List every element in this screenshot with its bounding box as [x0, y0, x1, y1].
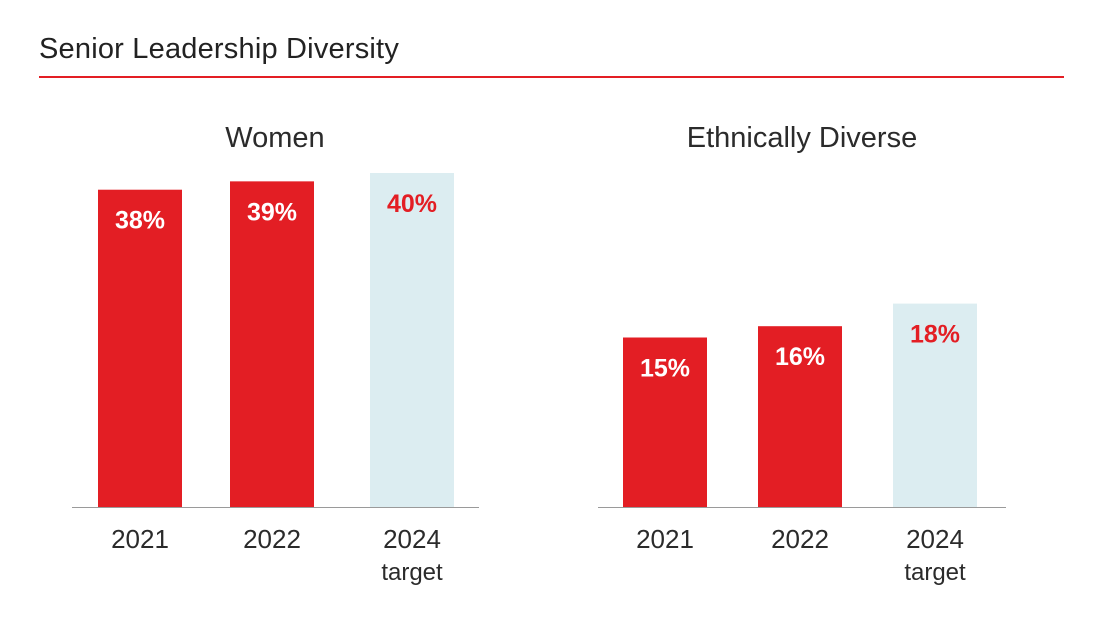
target-bar [370, 173, 454, 507]
data-bar [98, 189, 182, 508]
title-divider [39, 76, 1064, 78]
page-title: Senior Leadership Diversity [39, 33, 400, 65]
x-tick-label: 2024 [383, 524, 441, 554]
data-label: 38% [115, 207, 165, 235]
data-bar [230, 181, 314, 507]
x-tick-label: target [381, 559, 443, 586]
x-tick-label: 2022 [243, 524, 301, 554]
x-tick-label: 2021 [111, 524, 169, 554]
data-label: 40% [387, 190, 437, 218]
chart-title: Women [225, 122, 324, 154]
data-label: 39% [247, 198, 297, 226]
